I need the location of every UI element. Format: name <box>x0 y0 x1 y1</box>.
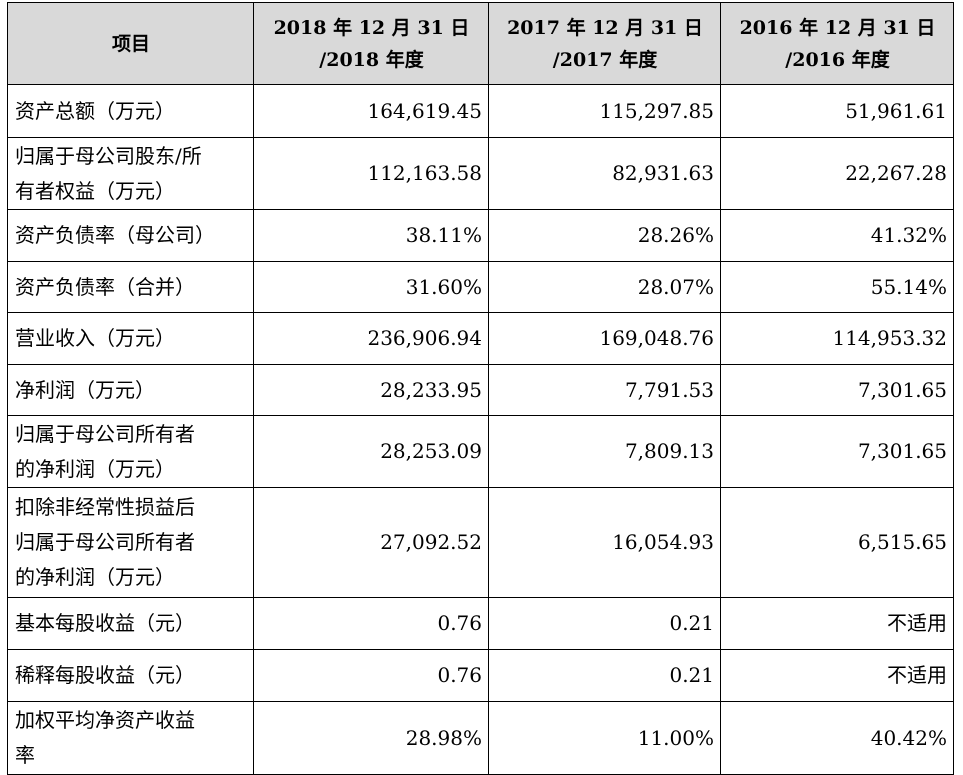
table-header-row: 项目 2018 年 12 月 31 日 /2018 年度 2017 年 12 月… <box>7 2 954 85</box>
table-row: 稀释每股收益（元） 0.76 0.21 不适用 <box>7 649 954 702</box>
row-label: 营业收入（万元） <box>7 312 254 365</box>
row-label: 资产总额（万元） <box>7 84 254 138</box>
value-2018: 0.76 <box>253 649 489 702</box>
row-label: 扣除非经常性损益后 归属于母公司所有者 的净利润（万元） <box>7 487 254 598</box>
value-2017: 28.07% <box>488 261 721 313</box>
header-2018: 2018 年 12 月 31 日 /2018 年度 <box>253 2 489 85</box>
value-2018: 164,619.45 <box>253 84 489 138</box>
value-2016: 7,301.65 <box>720 415 954 488</box>
table-row: 归属于母公司股东/所 有者权益（万元） 112,163.58 82,931.63… <box>7 137 954 210</box>
value-2018: 27,092.52 <box>253 487 489 598</box>
value-2018: 28,233.95 <box>253 364 489 416</box>
value-2016: 22,267.28 <box>720 137 954 210</box>
table-row: 资产负债率（合并） 31.60% 28.07% 55.14% <box>7 261 954 313</box>
value-2018: 236,906.94 <box>253 312 489 365</box>
table-row: 资产总额（万元） 164,619.45 115,297.85 51,961.61 <box>7 84 954 138</box>
value-2016: 6,515.65 <box>720 487 954 598</box>
table-row: 加权平均净资产收益 率 28.98% 11.00% 40.42% <box>7 701 954 775</box>
table-row: 扣除非经常性损益后 归属于母公司所有者 的净利润（万元） 27,092.52 1… <box>7 487 954 598</box>
value-2017: 11.00% <box>488 701 721 775</box>
value-2017: 7,809.13 <box>488 415 721 488</box>
value-2016: 41.32% <box>720 209 954 262</box>
table-row: 净利润（万元） 28,233.95 7,791.53 7,301.65 <box>7 364 954 416</box>
value-2016: 114,953.32 <box>720 312 954 365</box>
header-item: 项目 <box>7 2 254 85</box>
row-label: 加权平均净资产收益 率 <box>7 701 254 775</box>
row-label: 净利润（万元） <box>7 364 254 416</box>
value-2016: 不适用 <box>720 649 954 702</box>
value-2017: 0.21 <box>488 597 721 650</box>
row-label: 归属于母公司股东/所 有者权益（万元） <box>7 137 254 210</box>
table-row: 营业收入（万元） 236,906.94 169,048.76 114,953.3… <box>7 312 954 365</box>
value-2018: 28,253.09 <box>253 415 489 488</box>
header-2016: 2016 年 12 月 31 日 /2016 年度 <box>720 2 954 85</box>
value-2017: 82,931.63 <box>488 137 721 210</box>
row-label: 归属于母公司所有者 的净利润（万元） <box>7 415 254 488</box>
value-2017: 7,791.53 <box>488 364 721 416</box>
value-2018: 28.98% <box>253 701 489 775</box>
value-2017: 0.21 <box>488 649 721 702</box>
row-label: 基本每股收益（元） <box>7 597 254 650</box>
table-row: 基本每股收益（元） 0.76 0.21 不适用 <box>7 597 954 650</box>
value-2017: 28.26% <box>488 209 721 262</box>
value-2018: 112,163.58 <box>253 137 489 210</box>
row-label: 稀释每股收益（元） <box>7 649 254 702</box>
value-2017: 16,054.93 <box>488 487 721 598</box>
table-row: 归属于母公司所有者 的净利润（万元） 28,253.09 7,809.13 7,… <box>7 415 954 488</box>
value-2016: 不适用 <box>720 597 954 650</box>
value-2016: 51,961.61 <box>720 84 954 138</box>
value-2018: 31.60% <box>253 261 489 313</box>
row-label: 资产负债率（母公司） <box>7 209 254 262</box>
value-2016: 7,301.65 <box>720 364 954 416</box>
financial-summary-table: 项目 2018 年 12 月 31 日 /2018 年度 2017 年 12 月… <box>7 2 954 775</box>
value-2017: 169,048.76 <box>488 312 721 365</box>
value-2018: 38.11% <box>253 209 489 262</box>
value-2017: 115,297.85 <box>488 84 721 138</box>
value-2016: 55.14% <box>720 261 954 313</box>
value-2018: 0.76 <box>253 597 489 650</box>
value-2016: 40.42% <box>720 701 954 775</box>
row-label: 资产负债率（合并） <box>7 261 254 313</box>
header-2017: 2017 年 12 月 31 日 /2017 年度 <box>488 2 721 85</box>
table-row: 资产负债率（母公司） 38.11% 28.26% 41.32% <box>7 209 954 262</box>
